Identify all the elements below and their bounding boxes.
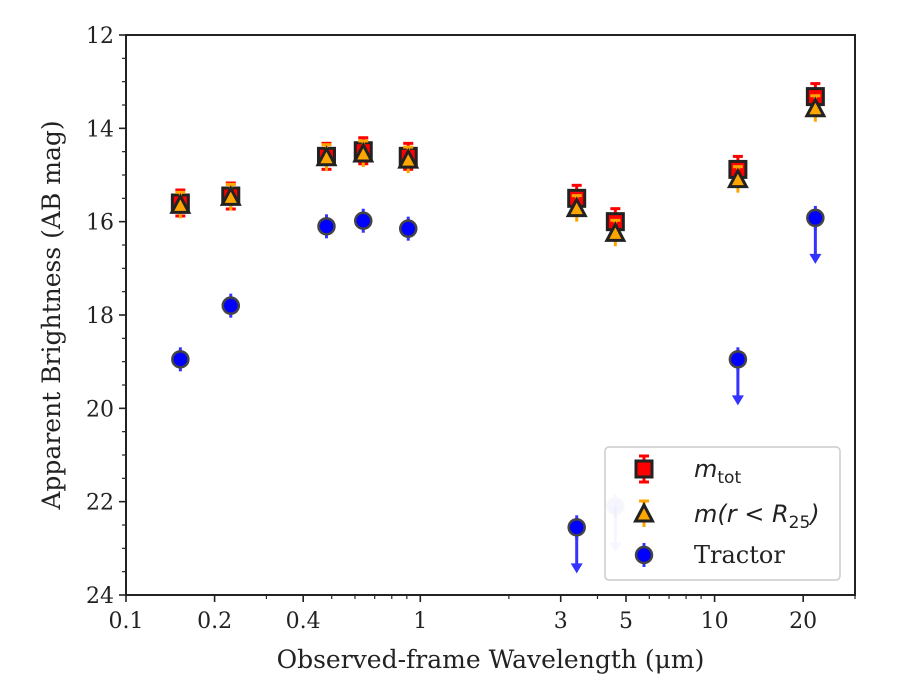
arrow-head: [809, 253, 822, 264]
legend-label-main: m: [694, 455, 717, 483]
data-point-2-2: [317, 214, 336, 239]
circle-shape: [567, 518, 586, 537]
circle-shape: [317, 217, 336, 236]
data-point-1-1: [219, 182, 242, 211]
circle-marker: [317, 214, 336, 239]
legend-label-suffix: ): [808, 500, 819, 528]
legend-entry-0: mtot: [634, 454, 741, 488]
triangle-shape: [315, 145, 338, 167]
data-point-1-7: [726, 165, 749, 193]
circle-marker: [398, 216, 418, 241]
triangle-shape: [633, 501, 655, 523]
series-0: [170, 82, 825, 237]
data-point-1-5: [565, 194, 588, 222]
legend-label-sub: 25: [789, 513, 811, 533]
triangle-shape: [565, 196, 588, 218]
data-point-1-0: [169, 190, 192, 219]
triangle-marker: [726, 165, 749, 193]
circle-marker: [567, 515, 586, 540]
legend-label: m(r < R25): [694, 500, 820, 533]
triangle-marker: [397, 145, 420, 174]
data-point-2-8: [806, 205, 825, 264]
y-tick-label: 14: [86, 117, 114, 142]
triangle-shape: [726, 167, 749, 189]
triangle-marker: [633, 499, 655, 527]
x-axis-label: Observed-frame Wavelength (μm): [277, 645, 705, 674]
square-shape: [634, 459, 654, 479]
triangle-shape: [804, 96, 827, 118]
legend-label-sub: tot: [717, 468, 741, 488]
circle-shape: [806, 208, 825, 228]
triangle-marker: [169, 190, 192, 219]
data-point-1-3: [352, 139, 375, 167]
x-tick-label: 1: [413, 609, 427, 634]
circle-marker: [221, 293, 241, 318]
triangle-marker: [315, 143, 338, 171]
y-axis-label: Apparent Brightness (AB mag): [37, 120, 66, 510]
x-tick-label: 10: [701, 609, 729, 634]
triangle-shape: [352, 141, 375, 163]
y-tick-label: 22: [86, 491, 114, 516]
data-point-2-5: [567, 515, 586, 574]
y-tick-label: 12: [86, 24, 114, 49]
data-point-1-8: [804, 94, 827, 122]
square-marker: [634, 454, 654, 484]
triangle-marker: [352, 139, 375, 167]
data-point-2-1: [221, 293, 241, 318]
circle-marker: [728, 347, 748, 372]
series-1: [169, 94, 827, 247]
circle-marker: [806, 205, 825, 230]
legend-label: Tractor: [694, 541, 785, 569]
circle-shape: [634, 545, 654, 565]
y-tick-label: 20: [86, 397, 114, 422]
circle-shape: [728, 350, 748, 369]
data-point-2-4: [398, 216, 418, 241]
circle-marker: [354, 208, 373, 233]
legend-box: [604, 446, 841, 581]
x-tick-label: 0.4: [286, 609, 321, 634]
y-tick-label: 18: [86, 304, 114, 329]
legend-entry-2: Tractor: [634, 541, 785, 569]
x-tick-label: 3: [554, 609, 568, 634]
triangle-shape: [397, 147, 420, 169]
circle-marker: [634, 543, 654, 567]
legend-label: mtot: [694, 455, 741, 488]
data-point-1-2: [315, 143, 338, 171]
legend-label-main: m(r < R: [694, 500, 789, 528]
data-point-2-7: [728, 347, 748, 406]
data-point-1-4: [397, 145, 420, 174]
x-tick-label: 20: [789, 609, 817, 634]
triangle-shape: [604, 221, 627, 242]
triangle-marker: [565, 194, 588, 222]
axes: 0.1 0.2 0.4 1 3 5 10 20 12 14 16 18 20 22 24: [86, 24, 856, 634]
arrow-head: [731, 395, 744, 406]
triangle-marker: [219, 182, 242, 211]
legend-entry-1: m(r < R25): [633, 499, 820, 533]
triangle-shape: [219, 185, 242, 206]
x-tick-label: 0.1: [109, 609, 144, 634]
y-tick-label: 16: [86, 211, 114, 236]
data-point-2-3: [354, 208, 373, 233]
circle-shape: [398, 219, 418, 238]
circle-shape: [354, 211, 373, 230]
circle-shape: [171, 350, 190, 369]
x-tick-label: 0.2: [197, 609, 232, 634]
triangle-marker: [804, 94, 827, 122]
triangle-marker: [604, 218, 627, 247]
circle-shape: [221, 296, 241, 315]
data-point-1-6: [604, 218, 627, 247]
circle-marker: [171, 347, 190, 372]
data-point-2-0: [171, 347, 190, 372]
y-tick-label: 24: [86, 584, 114, 609]
arrow-head: [570, 563, 583, 574]
legend: mtot m(r < R25) Tractor: [604, 446, 841, 581]
x-tick-label: 5: [619, 609, 633, 634]
triangle-shape: [169, 193, 192, 214]
